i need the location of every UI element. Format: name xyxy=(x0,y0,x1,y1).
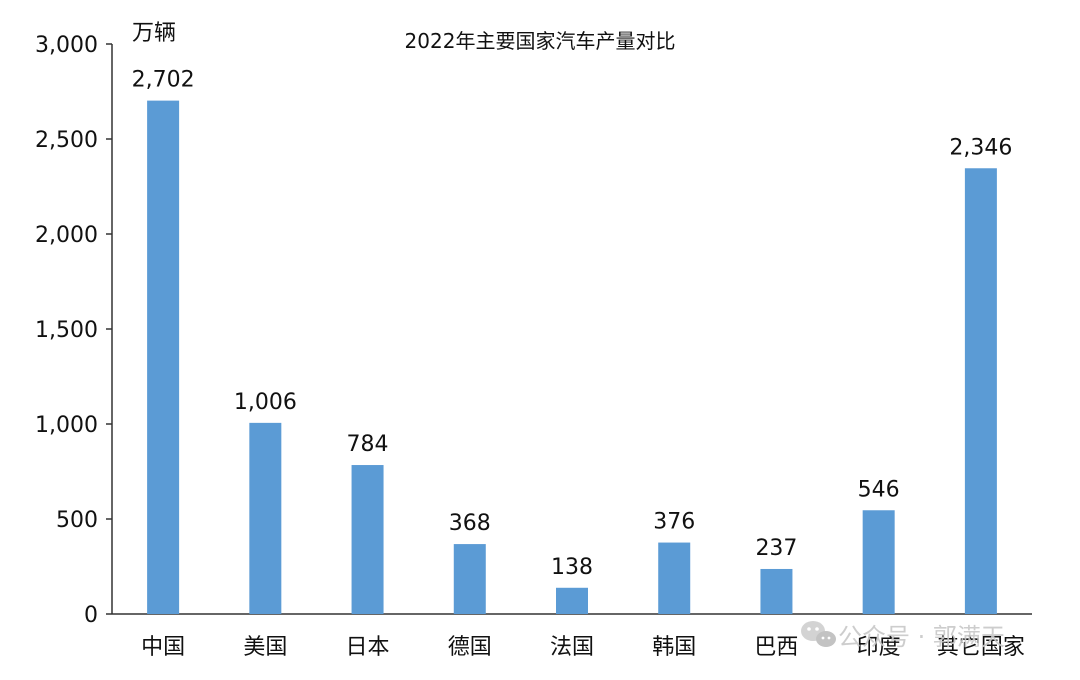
y-tick-label: 2,500 xyxy=(35,128,98,153)
data-label: 376 xyxy=(653,510,695,535)
bar xyxy=(147,100,180,615)
watermark-text: 公众号 · 郭满天 xyxy=(838,623,1005,651)
category-label: 巴西 xyxy=(754,635,798,660)
bar xyxy=(658,542,691,614)
data-label: 2,346 xyxy=(949,135,1012,160)
y-tick-label: 3,000 xyxy=(35,33,98,58)
category-label: 印度 xyxy=(857,635,901,660)
data-label: 546 xyxy=(858,477,900,502)
bar xyxy=(351,465,384,614)
y-tick-label: 500 xyxy=(56,508,98,533)
category-label: 日本 xyxy=(346,635,390,660)
category-label: 中国 xyxy=(141,635,185,660)
y-tick-label: 2,000 xyxy=(35,223,98,248)
data-labels: 2,702 1,006 784 368 138 376 237 546 2,346 xyxy=(132,68,1013,580)
category-label: 其它国家 xyxy=(937,635,1025,660)
bar xyxy=(862,510,895,614)
category-label: 韩国 xyxy=(652,635,696,660)
wechat-icon xyxy=(801,621,836,647)
data-label: 2,702 xyxy=(132,68,195,93)
bar xyxy=(760,568,793,614)
category-label: 美国 xyxy=(243,635,287,660)
category-labels: 中国 美国 日本 德国 法国 韩国 巴西 印度 其它国家 xyxy=(141,635,1025,660)
data-label: 138 xyxy=(551,555,593,580)
watermark: 公众号 · 郭满天 xyxy=(801,621,1005,651)
y-axis-unit: 万辆 xyxy=(132,21,176,46)
data-label: 784 xyxy=(347,432,389,457)
bar xyxy=(964,168,997,614)
bar xyxy=(453,544,486,614)
y-tick-label: 1,500 xyxy=(35,318,98,343)
data-label: 237 xyxy=(755,536,797,561)
data-label: 368 xyxy=(449,511,491,536)
y-tick-label: 1,000 xyxy=(35,413,98,438)
chart-title: 2022年主要国家汽车产量对比 xyxy=(405,29,676,53)
bars xyxy=(147,100,997,615)
y-tick-label: 0 xyxy=(84,603,98,628)
bar xyxy=(249,422,282,614)
data-label: 1,006 xyxy=(234,390,297,415)
category-label: 德国 xyxy=(448,635,492,660)
category-label: 法国 xyxy=(550,635,594,660)
y-axis-ticks: 0 500 1,000 1,500 2,000 2,500 3,000 xyxy=(35,33,112,628)
bar xyxy=(556,587,588,614)
